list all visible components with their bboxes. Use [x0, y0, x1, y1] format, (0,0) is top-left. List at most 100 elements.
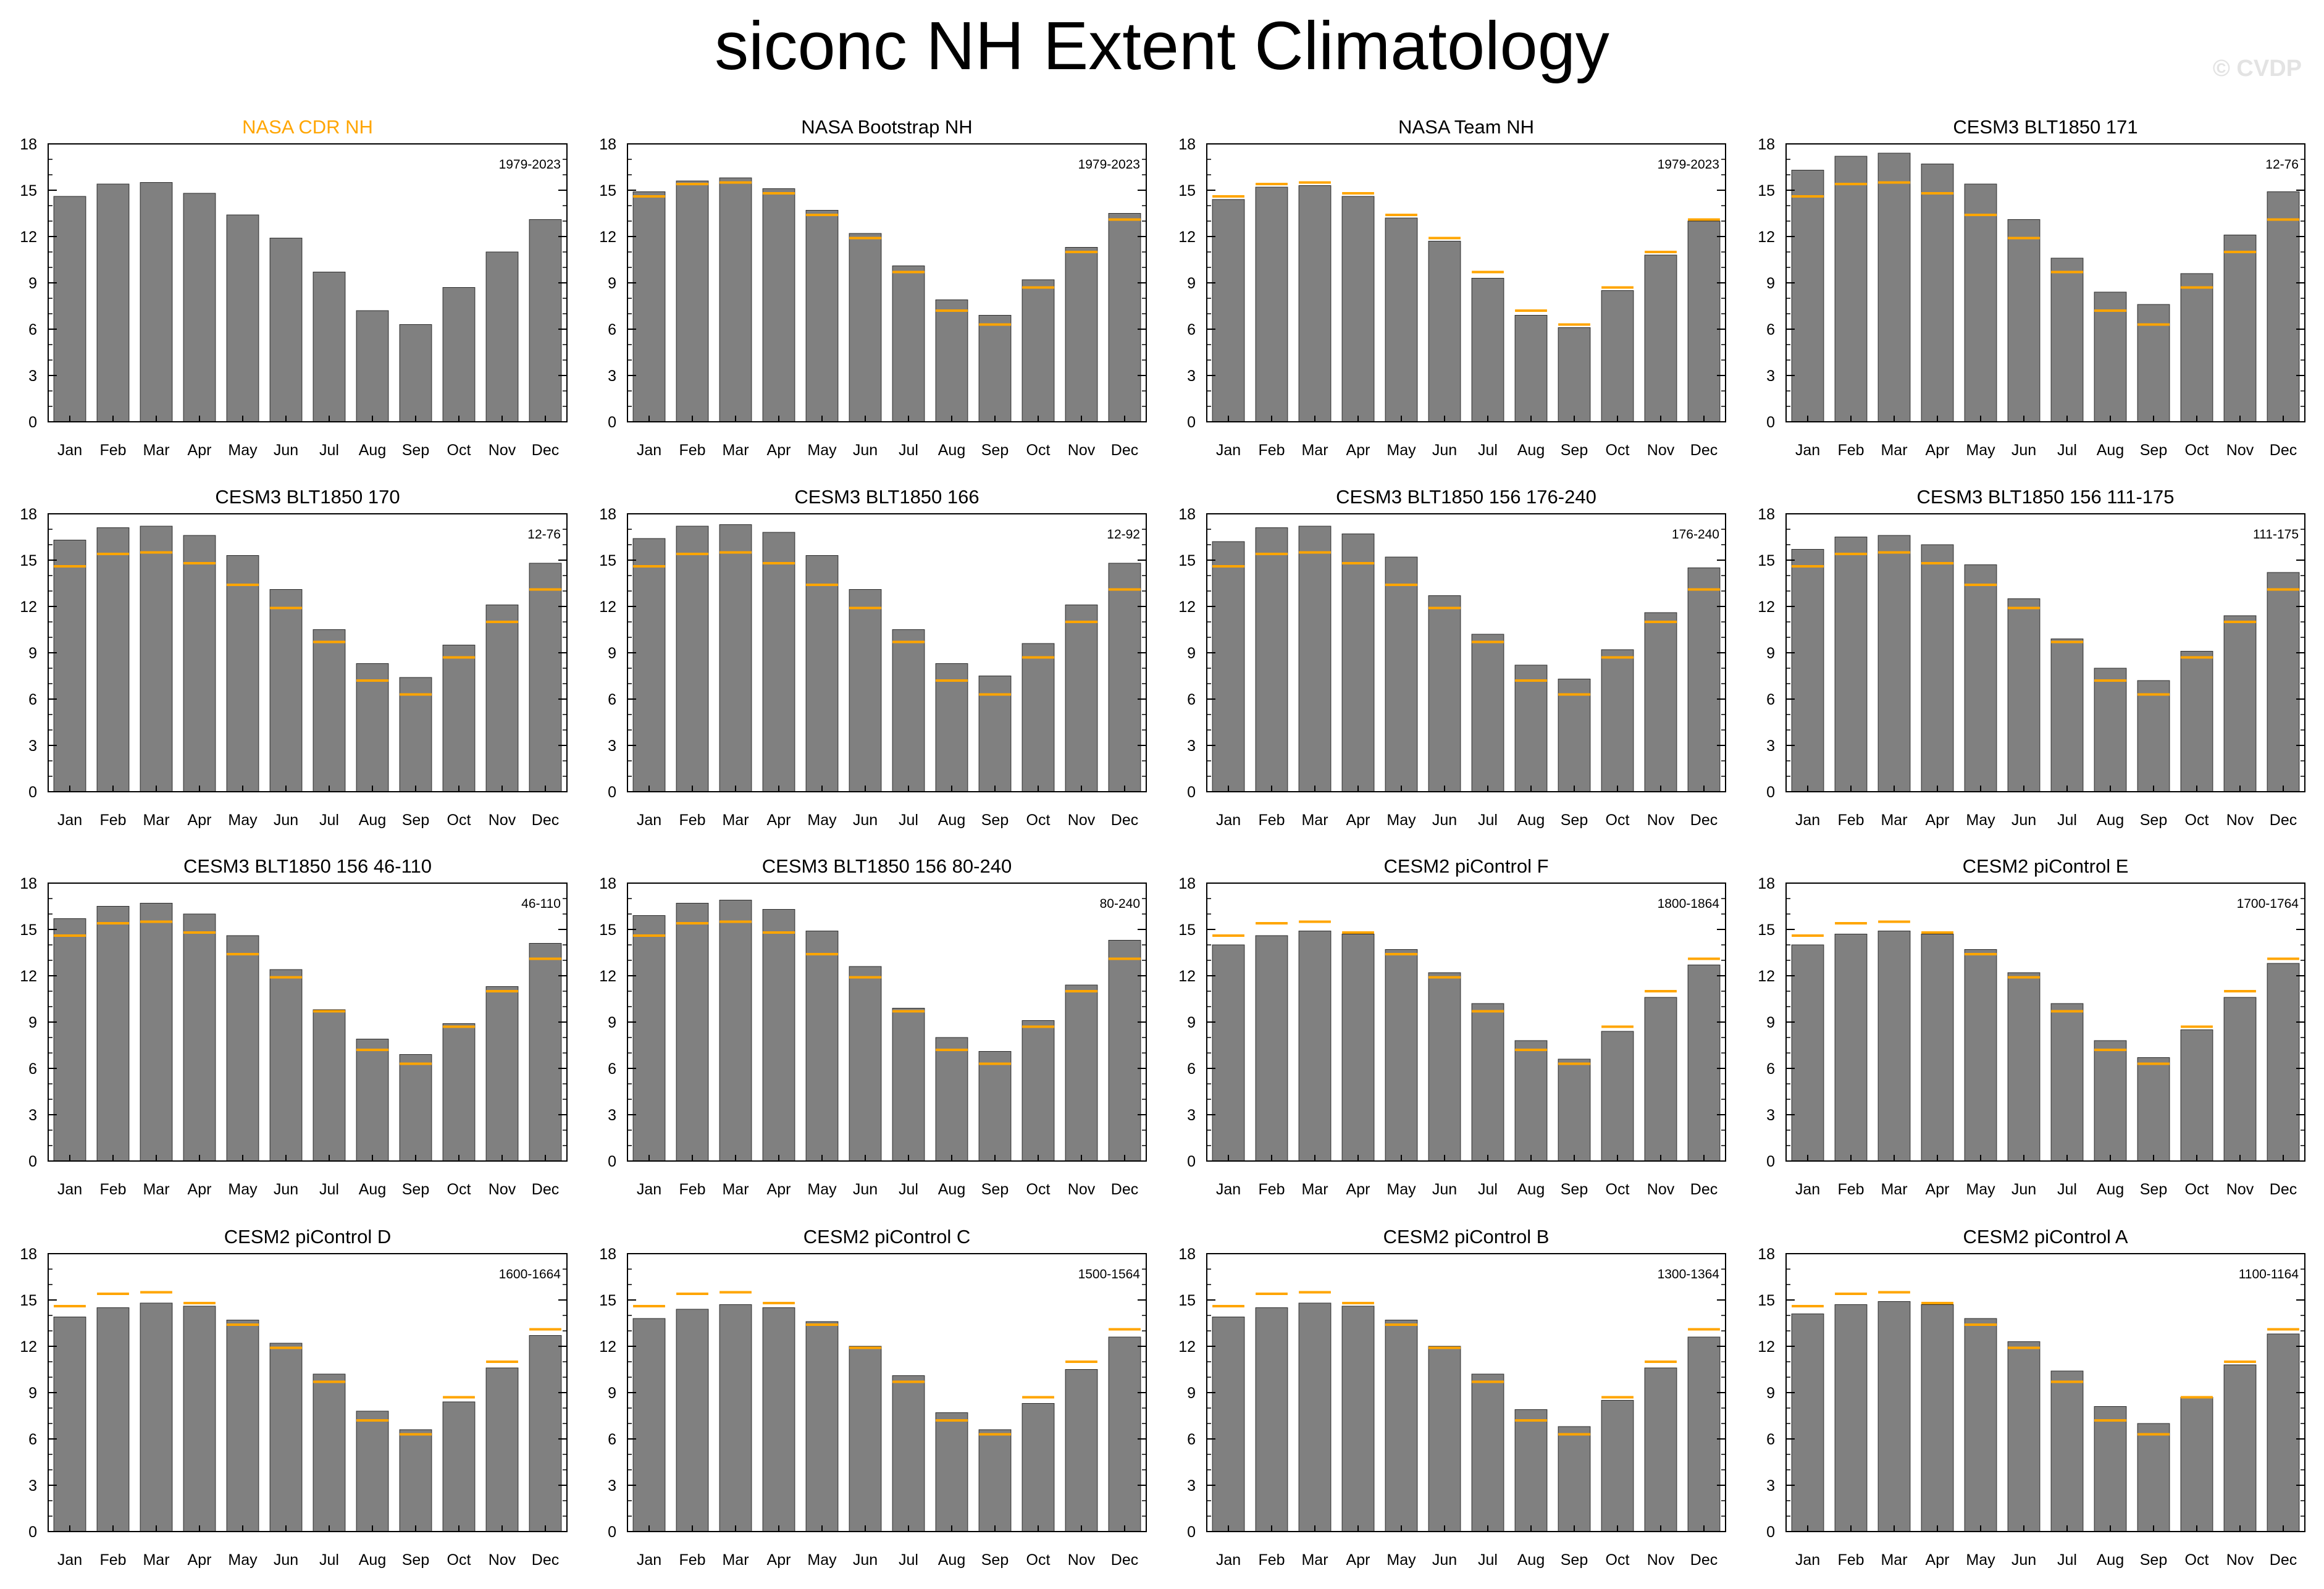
y-tick-label: 15: [20, 921, 37, 939]
bar: [1964, 949, 1997, 1162]
bar: [805, 555, 839, 792]
x-tick-label: Aug: [359, 1551, 386, 1569]
y-tick-label: 6: [1766, 1060, 1775, 1078]
x-tick-label: Aug: [938, 811, 965, 829]
y-tick-label: 6: [1187, 691, 1196, 708]
bar: [1644, 1367, 1677, 1532]
bar: [1341, 1306, 1375, 1532]
y-tick-label: 12: [1178, 598, 1196, 616]
bar: [978, 315, 1012, 422]
bar: [849, 589, 882, 792]
y-tick-label: 18: [1178, 875, 1196, 892]
panel-title: CESM3 BLT1850 170: [215, 486, 400, 508]
bar: [1341, 934, 1375, 1162]
x-tick-label: Oct: [1026, 1551, 1051, 1569]
x-tick-label: Apr: [188, 1551, 212, 1569]
x-tick-label: Oct: [447, 442, 471, 459]
x-tick-label: Mar: [143, 811, 169, 829]
y-tick-label: 15: [20, 1292, 37, 1309]
y-tick-label: 0: [608, 414, 616, 431]
y-tick-label: 9: [28, 275, 37, 292]
x-tick-label: Dec: [532, 811, 559, 829]
x-tick-label: Jun: [1432, 811, 1457, 829]
y-tick-label: 12: [1178, 1338, 1196, 1356]
bar: [978, 1051, 1012, 1162]
x-tick-label: May: [1386, 442, 1416, 459]
x-tick-label: Mar: [1881, 442, 1907, 459]
y-tick-label: 3: [1187, 1477, 1196, 1495]
x-tick-label: Mar: [1301, 811, 1328, 829]
x-tick-label: Feb: [99, 1551, 126, 1569]
x-tick-label: May: [1966, 1551, 1995, 1569]
x-tick-label: Dec: [1690, 1551, 1718, 1569]
bar: [2094, 1406, 2127, 1532]
x-tick-label: May: [807, 1551, 837, 1569]
bar: [1212, 944, 1245, 1162]
x-tick-label: May: [228, 1551, 258, 1569]
y-tick-label: 18: [1758, 1246, 1775, 1263]
bar: [1212, 199, 1245, 422]
x-tick-label: Jul: [2057, 1551, 2077, 1569]
x-tick-label: Dec: [2270, 442, 2297, 459]
bar: [1385, 949, 1418, 1162]
y-tick-label: 3: [1766, 1477, 1775, 1495]
y-tick-label: 15: [599, 552, 616, 569]
bar: [935, 300, 968, 422]
bar: [356, 663, 389, 792]
bar: [96, 527, 130, 792]
x-tick-label: Aug: [1517, 442, 1545, 459]
x-tick-label: Nov: [1068, 442, 1096, 459]
x-tick-label: Apr: [767, 1181, 791, 1198]
x-tick-label: Feb: [1258, 811, 1285, 829]
y-tick-label: 3: [28, 367, 37, 385]
bar: [2180, 651, 2213, 792]
period-label: 1300-1364: [1658, 1267, 1720, 1281]
bar: [442, 1023, 476, 1162]
bar: [978, 1429, 1012, 1532]
bar: [226, 935, 259, 1162]
x-tick-label: Jan: [57, 811, 82, 829]
y-tick-label: 12: [599, 228, 616, 246]
x-tick-label: Dec: [532, 1551, 559, 1569]
plot-frame: [1206, 1253, 1726, 1532]
bar: [442, 287, 476, 422]
period-label: 12-92: [1107, 527, 1140, 542]
x-tick-label: Sep: [981, 811, 1009, 829]
x-tick-label: Aug: [2097, 442, 2124, 459]
y-tick-label: 15: [599, 182, 616, 199]
bar: [632, 1318, 666, 1532]
bar: [1644, 612, 1677, 792]
x-tick-label: Sep: [1561, 442, 1588, 459]
y-tick-label: 0: [1766, 784, 1775, 801]
x-tick-label: Aug: [938, 442, 965, 459]
bar: [226, 1320, 259, 1532]
bar: [849, 1346, 882, 1532]
bar: [1558, 1059, 1591, 1162]
bar: [140, 526, 173, 792]
x-tick-label: Mar: [722, 1181, 749, 1198]
chart-panel: CESM2 piControl B 1300-1364 Jan Feb Mar Apr Ma…: [1178, 1226, 1726, 1569]
x-tick-label: Jun: [274, 1551, 298, 1569]
chart-panel: CESM2 piControl F 1800-1864 Jan Feb Mar Apr Ma…: [1178, 855, 1726, 1198]
y-tick-label: 12: [20, 228, 37, 246]
bar: [676, 180, 709, 422]
bar: [1298, 526, 1332, 792]
x-tick-label: Jan: [1216, 1551, 1241, 1569]
bar: [1791, 944, 1824, 1162]
panel-title: NASA Bootstrap NH: [801, 116, 972, 138]
plot-frame: [1785, 143, 2305, 422]
panel-title: NASA CDR NH: [242, 116, 373, 138]
x-tick-label: Nov: [1647, 442, 1675, 459]
x-tick-label: Jun: [274, 1181, 298, 1198]
x-tick-label: Mar: [143, 1181, 169, 1198]
x-tick-label: Mar: [722, 1551, 749, 1569]
x-tick-label: Jun: [853, 1181, 878, 1198]
y-tick-label: 3: [608, 367, 616, 385]
bar: [1514, 1040, 1548, 1162]
x-tick-label: Dec: [1690, 442, 1718, 459]
x-tick-label: Jul: [319, 1551, 339, 1569]
x-tick-label: Feb: [1258, 1551, 1285, 1569]
bar: [1601, 1031, 1634, 1162]
x-tick-label: Nov: [1647, 1181, 1675, 1198]
bar: [719, 900, 752, 1162]
